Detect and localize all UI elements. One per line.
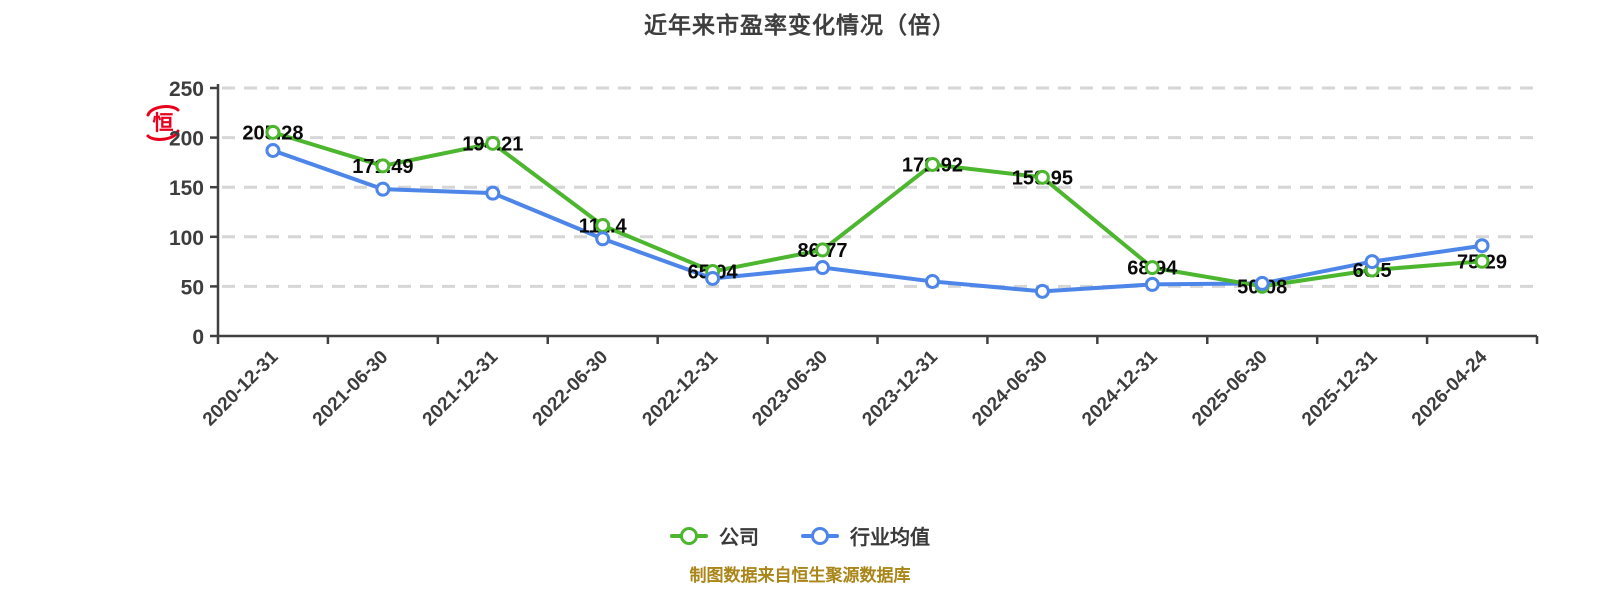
company-point-marker	[1144, 260, 1160, 276]
y-axis-tick-label: 100	[169, 227, 204, 250]
company-point-marker	[1034, 169, 1050, 185]
legend-label-company: 公司	[719, 527, 759, 549]
industry-point-marker	[924, 273, 940, 289]
legend-item-industry[interactable]: 行业均值	[801, 521, 930, 550]
x-axis-tick-label: 2022-12-31	[639, 346, 723, 430]
company-point-marker	[265, 124, 281, 140]
seal-char: 恒	[153, 111, 174, 135]
industry-point-marker	[1254, 275, 1270, 291]
y-axis-tick-label: 50	[181, 276, 204, 299]
legend-item-company[interactable]: 公司	[670, 521, 759, 550]
company-point-marker	[1474, 253, 1490, 269]
x-axis-tick-label: 2022-06-30	[529, 347, 613, 431]
y-axis-tick-label: 250	[169, 78, 204, 101]
industry-point-marker	[705, 270, 721, 286]
industry-point-marker	[1144, 276, 1160, 292]
company-point-marker	[815, 242, 831, 258]
company-point-marker	[485, 135, 501, 151]
industry-point-marker	[1034, 283, 1050, 299]
industry-point-marker	[815, 260, 831, 276]
chart-legend: 公司 行业均值	[0, 521, 1600, 550]
legend-marker-industry-icon	[801, 526, 839, 545]
industry-point-marker	[595, 231, 611, 247]
hengsheng-seal-icon: 恒	[146, 105, 180, 141]
x-axis-tick-label: 2023-12-31	[858, 346, 942, 430]
x-axis-tick-label: 2024-06-30	[968, 347, 1052, 431]
y-axis-tick-label: 0	[192, 326, 204, 349]
chart-title: 近年来市盈率变化情况（倍）	[644, 12, 956, 38]
company-point-marker	[924, 156, 940, 172]
x-axis-tick-label: 2024-12-31	[1078, 346, 1162, 430]
x-axis-tick-label: 2021-06-30	[309, 347, 393, 431]
industry-point-marker	[1364, 254, 1380, 270]
x-axis-tick-label: 2025-12-31	[1298, 346, 1382, 430]
y-axis-tick-label: 150	[169, 177, 204, 200]
legend-marker-company-icon	[670, 526, 708, 545]
industry-point-marker	[265, 142, 281, 158]
industry-point-marker	[375, 181, 391, 197]
x-axis-tick-label: 2023-06-30	[748, 347, 832, 431]
seal-bottom-arc	[146, 129, 180, 141]
legend-label-industry: 行业均值	[850, 527, 930, 549]
x-axis-tick-label: 2021-12-31	[419, 346, 503, 430]
industry-point-marker	[1474, 238, 1490, 254]
seal-top-arc	[146, 105, 180, 117]
industry-point-marker	[485, 185, 501, 201]
y-axis-tick-label: 200	[169, 128, 204, 151]
x-axis-tick-label: 2026-04-24	[1408, 346, 1492, 430]
x-axis-tick-label: 2020-12-31	[199, 346, 283, 430]
company-line	[270, 130, 1485, 289]
company-point-marker	[595, 217, 611, 233]
industry-line	[270, 148, 1485, 294]
company-point-marker	[375, 158, 391, 174]
data-source-note: 制图数据来自恒生聚源数据库	[689, 566, 911, 585]
x-axis-tick-label: 2025-06-30	[1188, 347, 1272, 431]
